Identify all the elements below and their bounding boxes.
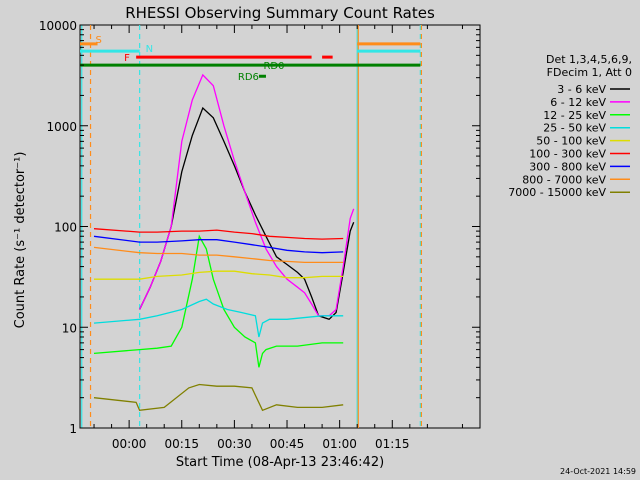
flag-bars: S N F RD0 RD6 bbox=[80, 35, 421, 83]
y-tick-label-3: 1000 bbox=[46, 120, 77, 134]
flag-label-S: S bbox=[96, 35, 102, 46]
x-axis-label: Start Time (08-Apr-13 23:46:42) bbox=[176, 455, 384, 470]
flag-label-RD6: RD6 bbox=[238, 72, 259, 83]
x-tick-label-1: 00:15 bbox=[164, 437, 199, 451]
legend-label-6: 300 - 800 keV bbox=[529, 160, 606, 173]
x-tick-label-4: 01:00 bbox=[322, 437, 357, 451]
x-tick-label-5: 01:15 bbox=[375, 437, 410, 451]
series-lines bbox=[93, 73, 355, 412]
series-line-8 bbox=[93, 383, 344, 412]
scan-markers bbox=[81, 25, 423, 428]
legend-label-4: 50 - 100 keV bbox=[536, 135, 606, 148]
y-tick-label-4: 10000 bbox=[39, 19, 77, 33]
y-axis: 1 10 100 1000 10000 bbox=[39, 19, 480, 436]
series-line-2 bbox=[93, 234, 344, 368]
y-axis-label: Count Rate (s⁻¹ detector⁻¹) bbox=[13, 152, 28, 329]
legend-label-3: 25 - 50 keV bbox=[543, 122, 606, 135]
flag-label-RD0: RD0 bbox=[263, 61, 284, 72]
flag-label-N: N bbox=[146, 44, 153, 55]
series-line-7 bbox=[93, 246, 344, 264]
chart-title: RHESSI Observing Summary Count Rates bbox=[125, 4, 435, 22]
series-line-4 bbox=[94, 270, 344, 280]
y-tick-label-0: 1 bbox=[69, 422, 77, 436]
legend: Det 1,3,4,5,6,9,FDecim 1, Att 0 3 - 6 keV… bbox=[508, 53, 632, 199]
series-line-5 bbox=[93, 228, 344, 240]
series-line-3 bbox=[93, 298, 344, 338]
x-tick-label-0: 00:00 bbox=[112, 437, 147, 451]
series-line-6 bbox=[93, 235, 344, 254]
legend-label-2: 12 - 25 keV bbox=[543, 109, 606, 122]
legend-label-5: 100 - 300 keV bbox=[529, 148, 606, 161]
flag-label-F: F bbox=[124, 53, 130, 64]
y-tick-label-1: 10 bbox=[62, 321, 77, 335]
y-tick-label-2: 100 bbox=[54, 221, 77, 235]
legend-label-7: 800 - 7000 keV bbox=[522, 173, 606, 186]
x-tick-label-3: 00:45 bbox=[270, 437, 305, 451]
x-axis: 00:00 00:15 00:30 00:45 01:00 01:15 bbox=[93, 25, 463, 451]
legend-label-1: 6 - 12 keV bbox=[550, 96, 606, 109]
legend-label-0: 3 - 6 keV bbox=[557, 83, 606, 96]
legend-label-8: 7000 - 15000 keV bbox=[508, 186, 606, 199]
x-tick-label-2: 00:30 bbox=[217, 437, 252, 451]
legend-header-0: Det 1,3,4,5,6,9, bbox=[546, 53, 632, 66]
timestamp: 24-Oct-2021 14:59 bbox=[560, 467, 636, 476]
series-line-0 bbox=[139, 106, 355, 321]
legend-header-1: FDecim 1, Att 0 bbox=[547, 66, 632, 79]
